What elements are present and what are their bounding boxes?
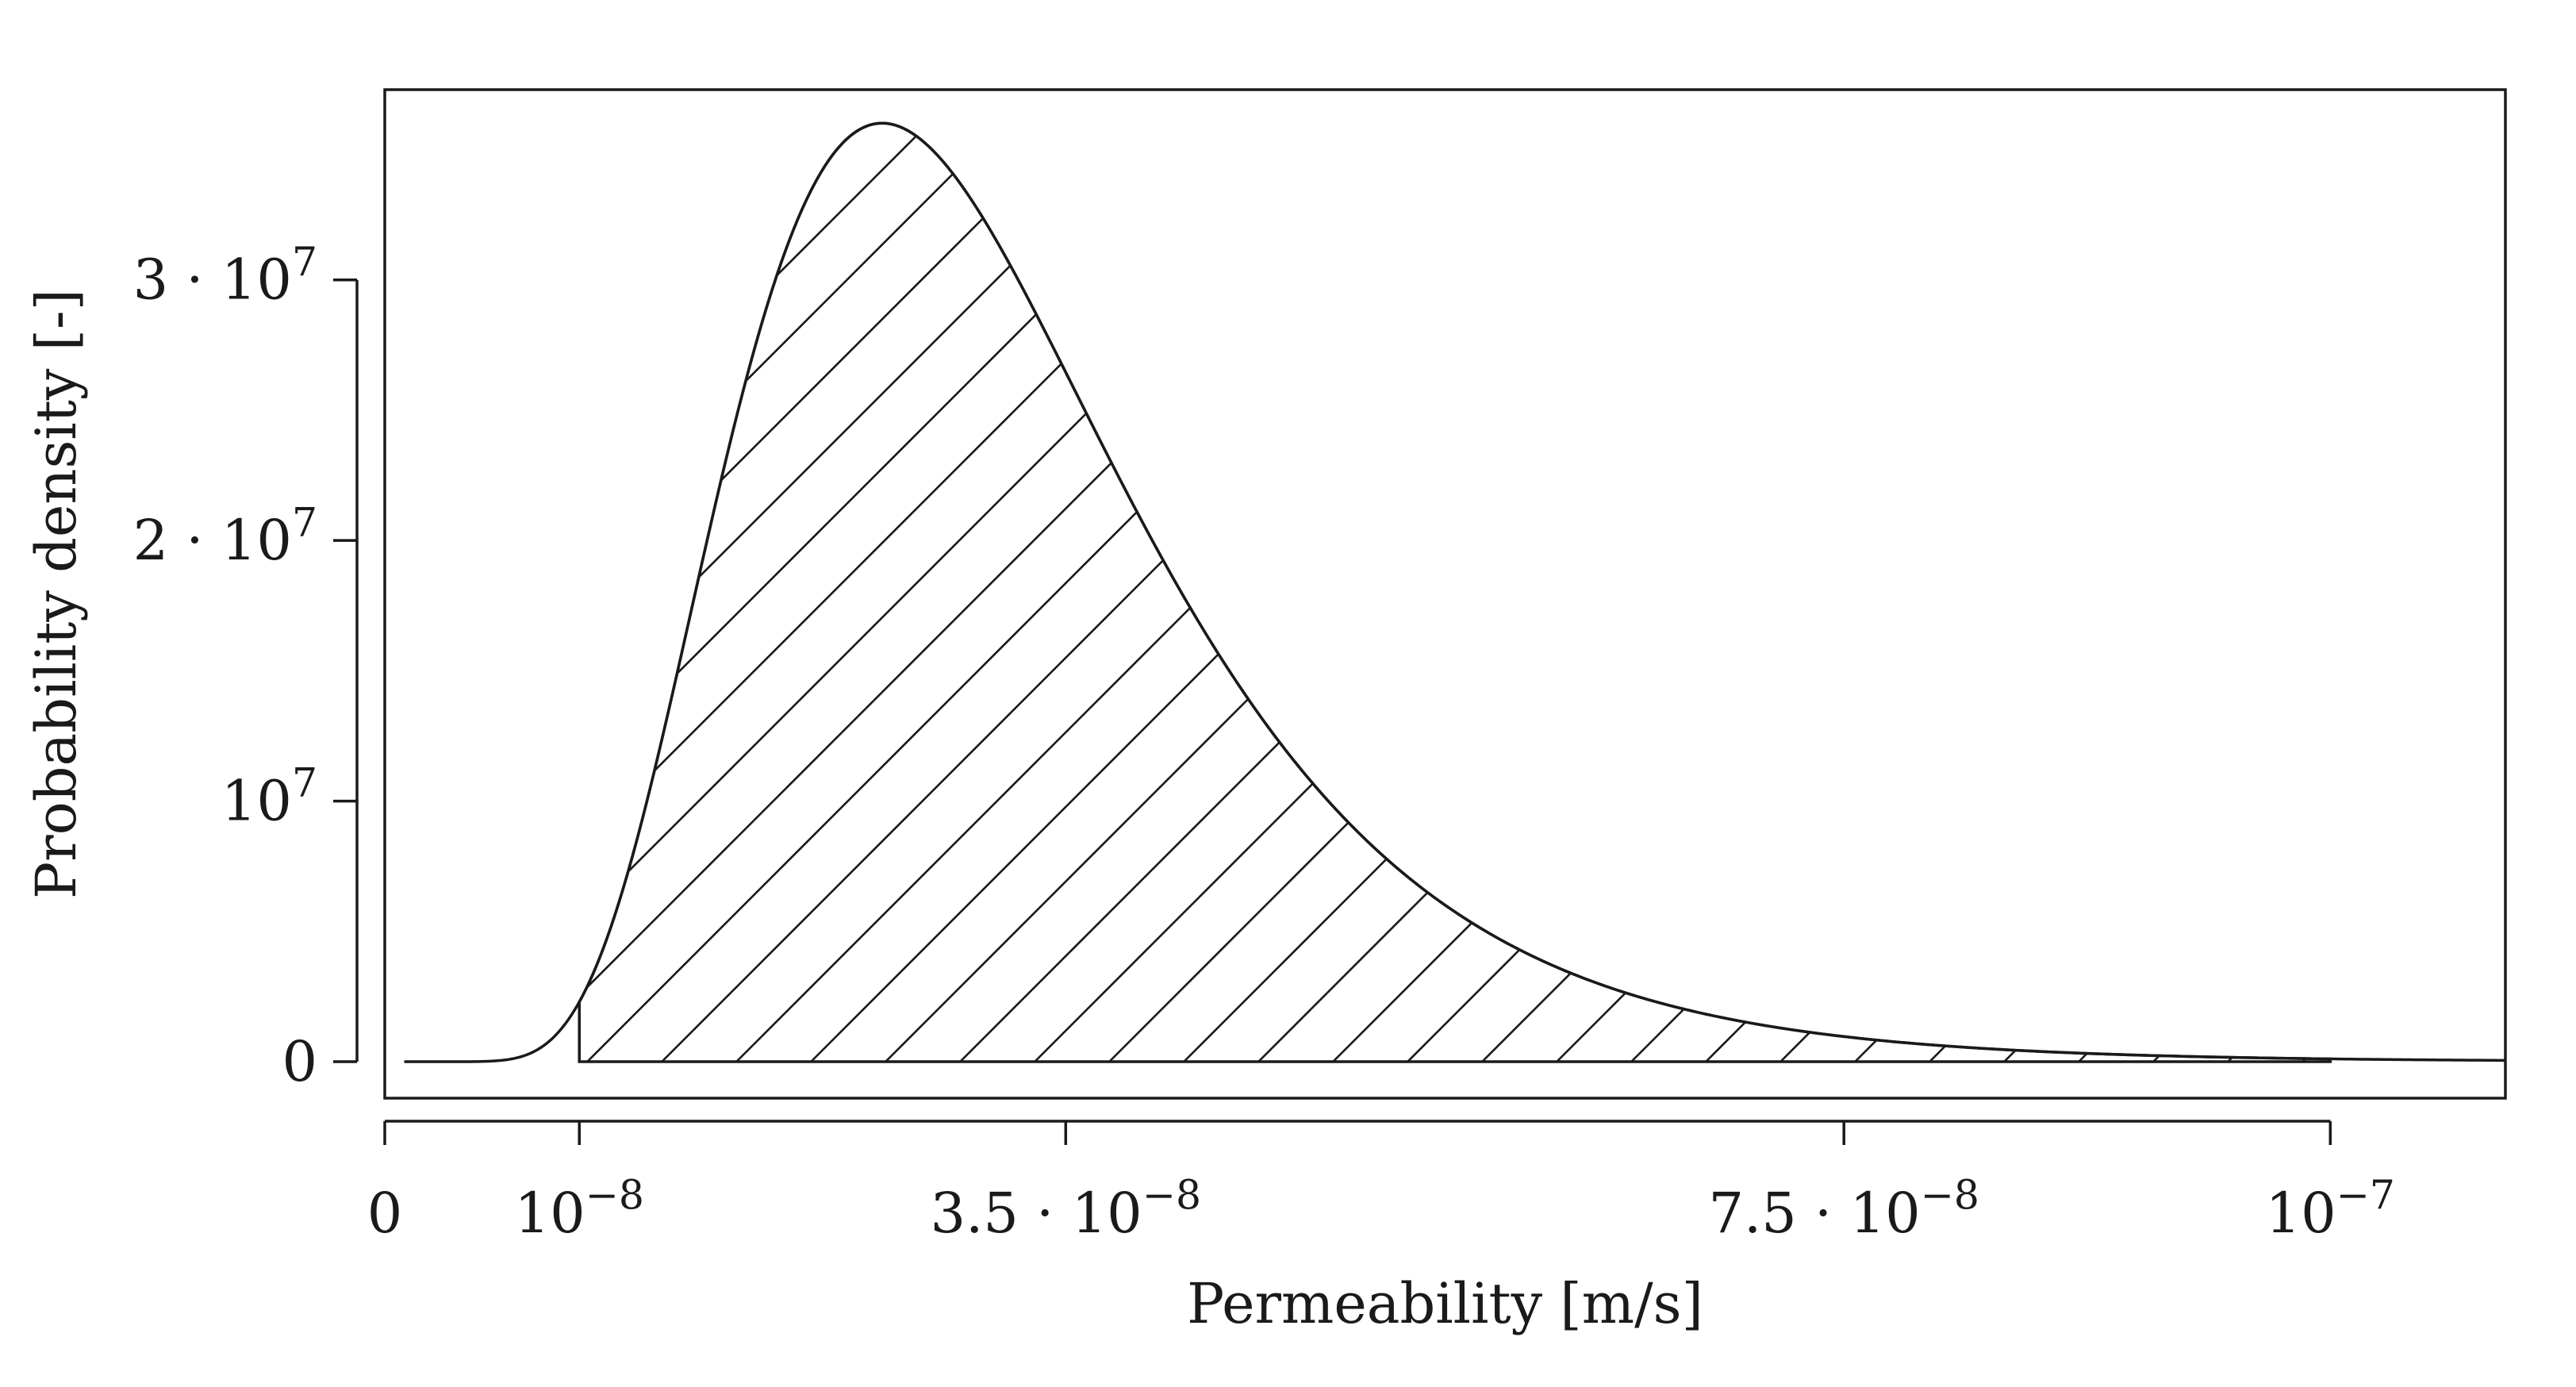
hatch-line (735, 123, 1849, 1062)
hatch-line (2078, 123, 2331, 1062)
hatch-line (1481, 123, 2331, 1062)
x-tick-label: 3.5 · 10−8 (931, 1172, 1201, 1246)
x-tick-label: 7.5 · 10−8 (1708, 1172, 1979, 1246)
x-tick-label: 0 (367, 1181, 403, 1246)
hatch-line (1779, 123, 2331, 1062)
y-axis-title: Probability density [-] (24, 289, 89, 899)
hatch-line (1332, 123, 2331, 1062)
hatch-line (1929, 123, 2331, 1062)
hatch-line (579, 123, 1326, 1062)
plot-frame (383, 88, 2507, 1100)
hatch-line (1407, 123, 2331, 1062)
shaded-area-outline (578, 121, 2332, 1063)
hatch-line (586, 123, 1699, 1062)
x-axis: 0 10−8 3.5 · 10−8 7.5 · 10−8 10−7 (367, 1120, 2395, 1246)
hatch-line (1183, 123, 2296, 1062)
hatch-line (579, 123, 1401, 1062)
y-tick-label: 0 (282, 1029, 317, 1094)
hatch-pattern (579, 0, 2576, 1062)
hatch-line (959, 123, 2072, 1062)
density-curve (404, 121, 2506, 1063)
x-axis-title: Permeability [m/s] (1187, 1271, 1703, 1336)
hatch-line (579, 123, 1550, 1062)
y-axis: 0 107 2 · 107 3 · 107 (133, 238, 359, 1094)
hatch-line (579, 123, 1476, 1062)
x-tick-label: 10−8 (515, 1172, 644, 1246)
y-tick-label: 107 (221, 759, 317, 833)
hatch-line (2152, 123, 2331, 1062)
x-tick-label: 10−7 (2266, 1172, 2395, 1246)
hatch-line (1854, 123, 2331, 1062)
hatch-line (2003, 123, 2331, 1062)
hatch-line (2377, 0, 2576, 1062)
hatch-line (2302, 123, 2331, 1062)
y-tick-label: 3 · 107 (133, 238, 317, 312)
hatch-line (1705, 123, 2331, 1062)
hatch-line (2451, 0, 2576, 1062)
hatch-line (1630, 123, 2331, 1062)
hatch-line (810, 123, 1923, 1062)
hatch-line (1257, 123, 2331, 1062)
hatch-line (579, 123, 655, 1062)
hatch-line (1108, 123, 2221, 1062)
y-tick-label: 2 · 107 (133, 499, 317, 573)
hatch-line (1556, 123, 2331, 1062)
hatch-line (579, 123, 1625, 1062)
hatch-line (579, 123, 804, 1062)
hatch-line (2227, 123, 2331, 1062)
hatch-line (1034, 123, 2147, 1062)
